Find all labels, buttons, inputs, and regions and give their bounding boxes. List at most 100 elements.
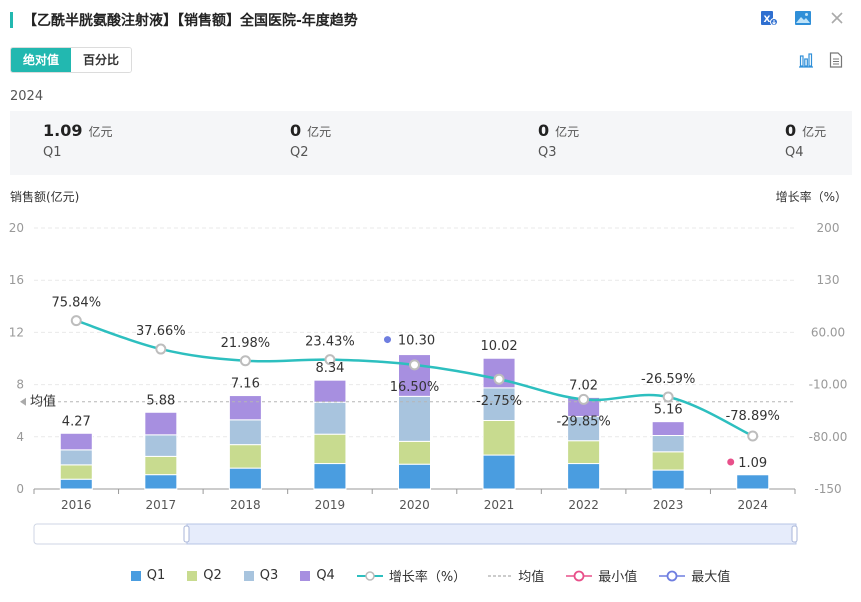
summary-quarter: Q3: [538, 145, 557, 160]
table-view-icon[interactable]: [827, 51, 845, 69]
summary-unit: 亿元: [307, 125, 332, 139]
summary-year: 2024: [10, 89, 44, 104]
bar-q3-2017: [144, 434, 178, 457]
bar-total-label-2016: 4.27: [62, 414, 91, 429]
y-tick-label: 20: [9, 221, 24, 235]
bar-q4-2016: [59, 432, 93, 451]
summary-unit: 亿元: [802, 125, 827, 139]
y2-tick-label: -150: [814, 482, 841, 496]
x-tick-label: 2018: [230, 498, 261, 512]
summary-value: 0: [290, 121, 302, 140]
bar-q1-2023: [651, 469, 685, 490]
bar-q4-2017: [144, 411, 178, 436]
growth-label-2024: -78.89%: [726, 409, 780, 424]
y-tick-label: 8: [16, 378, 24, 392]
range-slider-handle-right[interactable]: [791, 525, 798, 543]
bar-q1-2018: [228, 467, 262, 490]
legend-growth-label: 增长率（%）: [388, 570, 467, 585]
legend-q3[interactable]: Q3: [243, 566, 278, 585]
bar-q2-2018: [228, 444, 262, 469]
summary-q1: 1.09 亿元 Q1: [43, 121, 113, 160]
y-axis-title: 销售额(亿元): [10, 190, 80, 204]
x-tick-label: 2024: [737, 498, 768, 512]
bar-q3-2016: [59, 449, 93, 466]
legend-q2[interactable]: Q2: [187, 566, 222, 585]
growth-label-2020: 16.50%: [390, 380, 440, 395]
bar-total-label-2017: 5.88: [146, 393, 175, 408]
min-value-marker: [727, 458, 735, 466]
absolute-value-tab[interactable]: 绝对值: [11, 48, 72, 72]
summary-quarter: Q1: [43, 145, 62, 160]
y-tick-label: 4: [16, 430, 24, 444]
image-export-icon[interactable]: [793, 8, 813, 28]
bar-q2-2019: [313, 433, 347, 465]
bar-total-label-2023: 5.16: [654, 403, 683, 418]
legend-max[interactable]: 最大值: [659, 566, 730, 585]
range-slider-handle-left[interactable]: [183, 525, 190, 543]
legend-q4[interactable]: Q4: [300, 566, 335, 585]
legend-q1-label: Q1: [146, 568, 166, 583]
excel-export-icon[interactable]: X: [759, 8, 779, 28]
y2-tick-label: 60.00: [811, 325, 845, 339]
bar-q1-2017: [144, 474, 178, 490]
growth-point-2022: [578, 393, 590, 405]
legend-q4-label: Q4: [316, 568, 335, 583]
growth-label-2018: 21.98%: [221, 336, 271, 351]
bar-q3-2018: [228, 419, 262, 446]
bar-q1-2016: [59, 478, 93, 490]
bar-q2-2022: [567, 440, 601, 465]
percentage-tab[interactable]: 百分比: [71, 48, 132, 72]
value-mode-toggle: 绝对值 百分比: [10, 47, 133, 73]
bar-q4-2023: [651, 421, 685, 436]
bar-q1-2019: [313, 463, 347, 490]
growth-point-2018: [239, 355, 251, 367]
chart-title: 【乙酰半胱氨酸注射液】【销售额】全国医院-年度趋势: [23, 13, 358, 29]
bar-q1-2022: [567, 463, 601, 490]
title-accent-bar: [10, 12, 13, 28]
legend-min-label: 最小值: [598, 570, 638, 585]
legend-q2-swatch: [187, 570, 198, 581]
bar-q1-2020: [398, 463, 431, 490]
growth-label-2017: 37.66%: [136, 324, 186, 339]
bar-q2-2016: [59, 464, 93, 480]
legend-q1[interactable]: Q1: [130, 566, 166, 585]
x-tick-label: 2023: [653, 498, 684, 512]
average-marker: [20, 397, 26, 406]
bar-total-label-2022: 7.02: [569, 378, 598, 393]
summary-q4: 0 亿元 Q4: [785, 121, 826, 160]
summary-unit: 亿元: [88, 125, 113, 139]
legend-q2-label: Q2: [203, 568, 222, 583]
y2-tick-label: 200: [817, 221, 840, 235]
average-label: 均值: [30, 394, 56, 410]
close-icon[interactable]: [827, 8, 847, 28]
legend-q4-swatch: [300, 570, 311, 581]
bar-total-label-2019: 8.34: [315, 361, 344, 376]
bar-q2-2023: [651, 451, 685, 471]
bar-q3-2020: [398, 395, 431, 442]
growth-point-2019: [324, 354, 336, 366]
view-switcher: [797, 51, 845, 69]
growth-label-2022: -29.85%: [556, 414, 610, 429]
y2-tick-label: -10.00: [809, 378, 848, 392]
growth-point-2024: [747, 430, 759, 442]
legend-average-label: 均值: [518, 570, 545, 585]
bar-q3-2023: [651, 434, 685, 453]
bar-chart-icon[interactable]: [797, 51, 815, 69]
legend-q3-swatch: [243, 570, 254, 581]
growth-point-2020: [409, 359, 420, 371]
legend-growth[interactable]: 增长率（%）: [356, 566, 467, 585]
svg-text:X: X: [764, 15, 771, 25]
bar-q2-2021: [482, 419, 516, 456]
legend-min[interactable]: 最小值: [566, 566, 637, 585]
bar-total-label-2018: 7.16: [231, 377, 260, 392]
x-tick-label: 2020: [399, 498, 430, 512]
max-value-marker: [384, 336, 391, 344]
title-bar: 【乙酰半胱氨酸注射液】【销售额】全国医院-年度趋势: [10, 10, 358, 30]
range-slider-selection[interactable]: [186, 523, 797, 545]
legend-average[interactable]: 均值: [488, 566, 544, 585]
y-tick-label: 0: [16, 482, 24, 496]
summary-unit: 亿元: [555, 125, 580, 139]
x-tick-label: 2017: [146, 498, 177, 512]
legend-max-icon: [659, 570, 686, 581]
